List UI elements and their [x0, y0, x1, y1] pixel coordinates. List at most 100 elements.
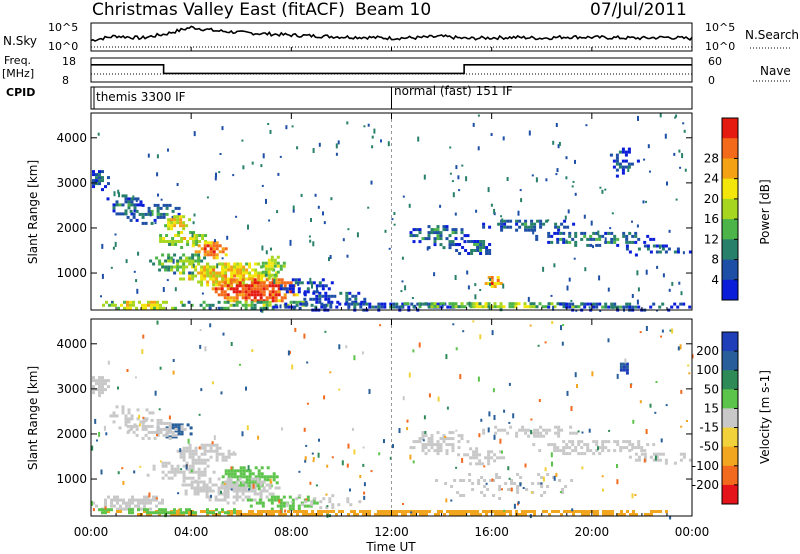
power-cell	[363, 297, 367, 301]
velocity-cell	[395, 510, 398, 513]
power-cell	[223, 290, 227, 294]
velocity-cell	[476, 513, 479, 516]
power-cell	[563, 225, 567, 229]
velocity-cell	[267, 498, 271, 502]
power-cell	[470, 249, 474, 252]
velocity-cell	[193, 492, 197, 496]
velocity-cell	[218, 513, 221, 516]
power-cell	[217, 300, 221, 304]
power-cell	[215, 256, 219, 260]
velocity-cell	[473, 510, 476, 513]
velocity-cell	[221, 475, 225, 479]
velocity-cell	[473, 513, 476, 516]
velocity-cell	[383, 513, 386, 516]
velocity-cell	[402, 396, 405, 401]
power-cell	[256, 300, 260, 304]
power-cell	[630, 162, 634, 166]
power-cell	[102, 303, 105, 307]
velocity-cell	[253, 492, 257, 496]
power-cell	[232, 299, 236, 303]
power-cell	[634, 240, 638, 244]
velocity-cell	[161, 498, 164, 502]
velocity-cell	[190, 469, 193, 473]
velocity-cell	[185, 508, 188, 512]
power-cell	[655, 250, 659, 254]
velocity-cell	[179, 470, 183, 474]
power-cell	[461, 164, 464, 167]
power-cell	[215, 244, 219, 248]
power-cell	[241, 278, 245, 282]
velocity-cell	[227, 513, 230, 516]
velocity-cell	[562, 446, 566, 450]
power-cell	[511, 302, 515, 306]
power-cell	[115, 200, 119, 204]
power-cell	[403, 302, 407, 306]
power-cell	[159, 212, 163, 216]
velocity-cell	[185, 476, 189, 480]
power-cell	[646, 247, 650, 251]
power-cell	[121, 203, 125, 207]
velocity-cell	[137, 501, 140, 505]
velocity-cell	[444, 482, 448, 485]
velocity-cell	[499, 438, 502, 444]
velocity-cell	[242, 475, 246, 479]
power-cell	[192, 237, 196, 240]
velocity-cell	[233, 472, 237, 476]
velocity-cell	[475, 447, 479, 451]
power-cell	[506, 225, 510, 229]
power-cell	[455, 165, 458, 170]
power-cell	[291, 278, 295, 282]
power-cell	[283, 284, 287, 288]
power-cell	[158, 259, 162, 263]
velocity-cell	[362, 513, 365, 516]
power-cell	[454, 305, 458, 309]
power-cell	[244, 306, 248, 310]
velocity-cell	[276, 504, 280, 508]
velocity-cell	[486, 488, 490, 491]
power-cell	[197, 250, 201, 254]
power-cell	[622, 231, 626, 235]
power-cell	[241, 296, 245, 300]
velocity-cell	[209, 323, 212, 328]
velocity-cell	[127, 417, 131, 421]
velocity-cell	[422, 513, 425, 516]
power-cell	[133, 270, 136, 273]
velocity-cell	[168, 430, 172, 434]
power-cell	[527, 225, 531, 229]
velocity-cell	[568, 440, 572, 444]
power-cell	[574, 192, 577, 196]
power-cell	[203, 268, 207, 272]
power-cell	[631, 305, 635, 309]
velocity-cell	[315, 501, 319, 505]
velocity-cell	[187, 483, 191, 487]
y-tick-label: 4000	[56, 337, 87, 351]
velocity-cell	[218, 446, 222, 450]
velocity-cell	[281, 513, 284, 516]
velocity-cell	[412, 440, 416, 444]
velocity-cell	[250, 486, 254, 490]
freq-tick-bottom: 8	[62, 74, 69, 87]
y-tick-label: 3000	[56, 382, 87, 396]
velocity-cell	[601, 475, 604, 478]
velocity-cell	[368, 389, 371, 394]
power-cell	[277, 278, 281, 282]
velocity-cell	[122, 480, 125, 485]
power-cell	[472, 305, 476, 309]
velocity-cell	[176, 467, 180, 471]
power-cell	[185, 256, 189, 260]
power-cell	[565, 302, 569, 306]
power-cell	[212, 268, 216, 272]
velocity-cell	[572, 510, 575, 513]
velocity-cell	[164, 461, 168, 465]
power-cell	[209, 271, 213, 275]
power-cell	[571, 305, 575, 309]
velocity-cell	[494, 510, 497, 513]
power-cell	[200, 280, 204, 284]
power-cell	[247, 303, 251, 307]
velocity-cell	[233, 475, 237, 479]
velocity-cell	[449, 510, 452, 513]
power-cell	[194, 253, 198, 257]
velocity-cell	[257, 469, 261, 473]
power-cell	[230, 274, 234, 278]
power-cell	[101, 188, 104, 192]
